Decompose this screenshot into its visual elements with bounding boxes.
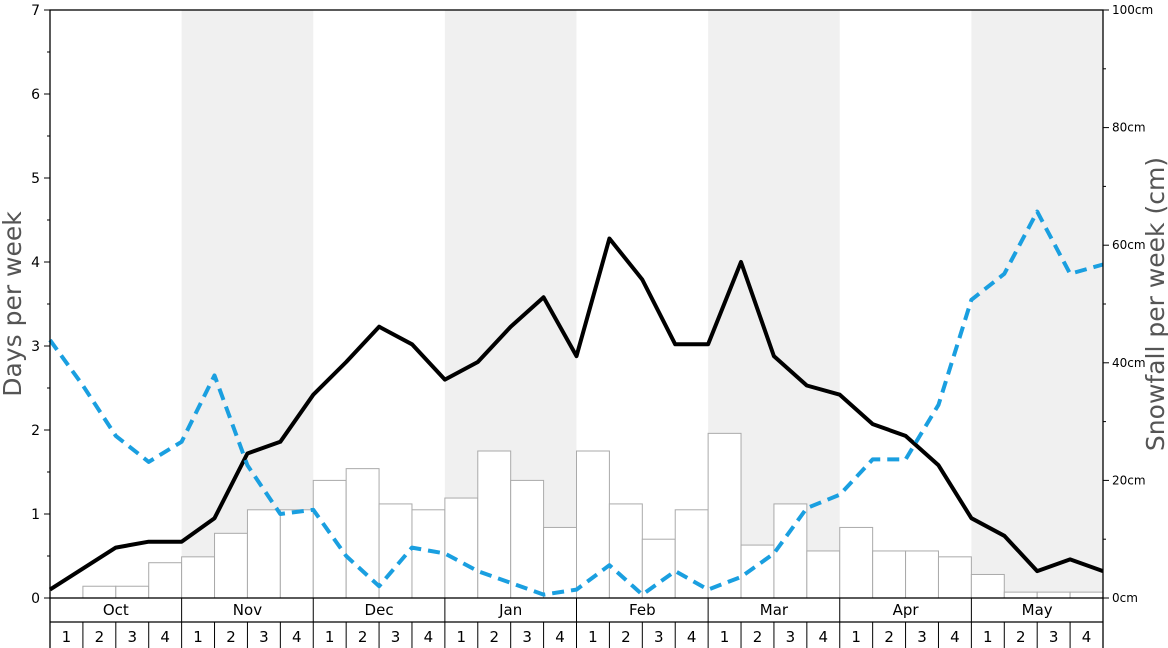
- snowfall-bar: [345, 468, 380, 599]
- snowfall-bar: [510, 479, 545, 599]
- week-label: 3: [522, 628, 532, 646]
- left-tick-label: 3: [31, 339, 40, 355]
- snowfall-bar: [246, 509, 281, 599]
- snowfall-bar: [674, 509, 709, 599]
- right-tick-label: 80cm: [1112, 121, 1146, 135]
- snowfall-bar: [806, 550, 841, 599]
- snowfall-bar: [608, 503, 643, 599]
- week-label: 1: [193, 628, 203, 646]
- snowfall-bar: [115, 585, 150, 599]
- week-label: 3: [786, 628, 796, 646]
- right-y-axis: 0cm 20cm 40cm 60cm 80cm 100cm: [1103, 3, 1153, 605]
- snowfall-bar: [279, 509, 314, 599]
- week-label: 3: [259, 628, 269, 646]
- snowfall-bar: [312, 479, 347, 599]
- snowfall-bar: [82, 585, 117, 599]
- month-label: Mar: [760, 601, 789, 619]
- snowfall-bar: [477, 450, 512, 599]
- snowfall-bar: [1069, 591, 1104, 599]
- month-label: Jan: [498, 601, 522, 619]
- snowfall-bar: [1003, 591, 1038, 599]
- week-label: 4: [1082, 628, 1092, 646]
- left-tick-label: 5: [31, 171, 40, 187]
- month-label: Feb: [629, 601, 656, 619]
- week-label: 4: [687, 628, 697, 646]
- left-tick-label: 0: [31, 591, 40, 607]
- right-tick-label: 20cm: [1112, 473, 1146, 487]
- week-label: 4: [950, 628, 960, 646]
- month-label: May: [1022, 601, 1053, 619]
- left-tick-label: 6: [31, 87, 40, 103]
- week-label: 1: [325, 628, 335, 646]
- week-label: 2: [358, 628, 368, 646]
- month-label: Apr: [893, 601, 920, 619]
- left-tick-label: 2: [31, 423, 40, 439]
- snowfall-bar: [937, 556, 972, 599]
- left-tick-label: 7: [31, 3, 40, 19]
- snowfall-bar: [444, 497, 479, 599]
- snowfall-bar: [411, 509, 446, 599]
- week-label: 2: [753, 628, 763, 646]
- week-label: 2: [621, 628, 631, 646]
- week-label: 1: [588, 628, 598, 646]
- month-label: Nov: [233, 601, 262, 619]
- week-label: 1: [720, 628, 730, 646]
- left-axis-label: Days per week: [0, 211, 27, 397]
- dashed-days-line: [48, 209, 1104, 597]
- week-label: 3: [127, 628, 137, 646]
- days-lines: [48, 209, 1104, 597]
- right-axis-label: Snowfall per week (cm): [1141, 157, 1168, 451]
- month-band-may: [971, 10, 1103, 598]
- snowfall-bar: [576, 450, 610, 599]
- left-tick-label: 1: [31, 507, 40, 523]
- snowfall-bars: [82, 432, 1104, 599]
- snowfall-bar: [839, 526, 874, 599]
- snowfall-bar: [1036, 591, 1071, 599]
- week-label: 2: [1016, 628, 1026, 646]
- snowfall-bar: [872, 550, 907, 599]
- left-y-axis: 0 1 2 3 4 5 6 7: [31, 3, 50, 607]
- week-label: 1: [851, 628, 861, 646]
- snowfall-bar: [641, 538, 676, 599]
- right-tick-label: 40cm: [1112, 356, 1146, 370]
- snowfall-bar: [543, 526, 577, 599]
- solid-days-line: [48, 236, 1104, 592]
- week-label: 1: [62, 628, 72, 646]
- week-label: 2: [489, 628, 499, 646]
- week-label: 3: [1049, 628, 1059, 646]
- x-axis-month-week-table: Oct 1 2 3 4 Nov 1 2 3 4 Dec 1 2 3 4 Jan 1 2 3 4 Feb 1 2 3 4 Mar 1 2…: [49, 598, 1104, 648]
- snowfall-bar: [905, 550, 939, 599]
- right-tick-label: 60cm: [1112, 238, 1146, 252]
- month-band-nov: [181, 10, 314, 598]
- right-tick-label: 100cm: [1112, 3, 1153, 17]
- month-shading-bands: [181, 10, 1103, 598]
- snowfall-bar: [214, 532, 248, 599]
- week-label: 1: [983, 628, 993, 646]
- snowfall-bar: [148, 562, 183, 599]
- left-tick-label: 4: [31, 255, 40, 271]
- week-label: 4: [292, 628, 302, 646]
- week-label: 2: [95, 628, 105, 646]
- week-label: 4: [160, 628, 170, 646]
- snowfall-bar: [773, 503, 808, 599]
- week-label: 4: [819, 628, 829, 646]
- snowfall-bar: [378, 503, 413, 599]
- right-tick-label: 0cm: [1112, 591, 1138, 605]
- week-label: 3: [391, 628, 401, 646]
- week-label: 3: [654, 628, 664, 646]
- week-label: 1: [457, 628, 467, 646]
- week-label: 2: [884, 628, 894, 646]
- week-label: 4: [555, 628, 565, 646]
- snowfall-bar: [181, 556, 216, 599]
- week-label: 3: [917, 628, 927, 646]
- week-label: 4: [424, 628, 434, 646]
- week-label: 2: [226, 628, 236, 646]
- snowfall-bar: [970, 573, 1005, 599]
- month-label: Dec: [365, 601, 394, 619]
- snowfall-bar: [707, 432, 742, 599]
- month-label: Oct: [103, 601, 129, 619]
